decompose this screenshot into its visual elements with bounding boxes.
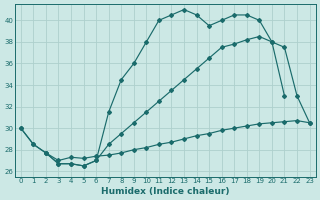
X-axis label: Humidex (Indice chaleur): Humidex (Indice chaleur) [101, 187, 229, 196]
